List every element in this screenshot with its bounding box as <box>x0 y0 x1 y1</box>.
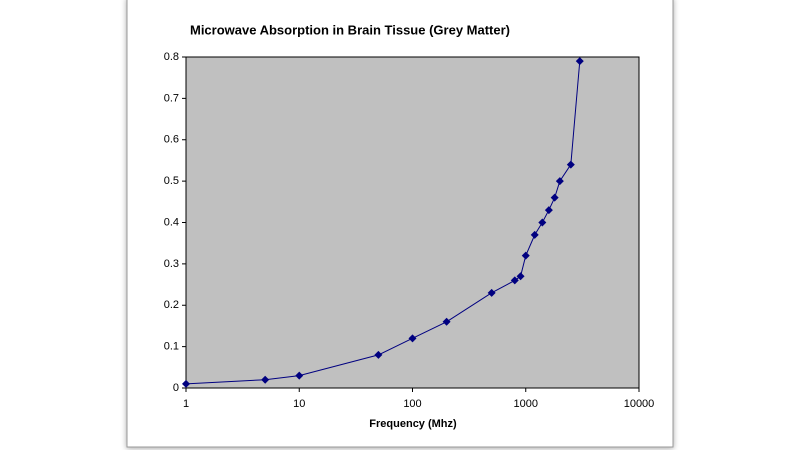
data-point <box>566 160 575 169</box>
data-point <box>374 350 383 359</box>
data-point <box>487 288 496 297</box>
data-point <box>544 206 553 215</box>
y-tick-label: 0.6 <box>164 134 179 146</box>
data-point <box>555 177 564 186</box>
data-point <box>550 193 559 202</box>
x-tick-label: 10 <box>293 398 305 410</box>
y-tick-label: 0.3 <box>164 258 179 270</box>
x-axis-label: Frequency (Mhz) <box>369 418 457 430</box>
data-point <box>408 334 417 343</box>
data-point <box>530 230 539 239</box>
y-tick-label: 0.7 <box>164 92 179 104</box>
y-tick-label: 0 <box>173 382 179 394</box>
x-tick-label: 1000 <box>514 398 538 410</box>
y-tick-label: 0.4 <box>164 216 179 228</box>
x-tick-label: 100 <box>403 398 421 410</box>
y-tick-label: 0.2 <box>164 299 179 311</box>
chart-title: Microwave Absorption in Brain Tissue (Gr… <box>190 22 510 37</box>
data-point <box>510 276 519 285</box>
x-tick-label: 10000 <box>624 398 655 410</box>
data-point <box>538 218 547 227</box>
y-tick-label: 0.1 <box>164 341 179 353</box>
y-tick-label: 0.8 <box>164 51 179 63</box>
data-point <box>182 379 190 388</box>
data-point <box>261 375 270 384</box>
x-tick-label: 1 <box>183 398 189 410</box>
data-point <box>575 57 584 66</box>
y-tick-label: 0.5 <box>164 175 179 187</box>
data-point <box>295 371 304 380</box>
data-point <box>516 272 525 281</box>
data-point <box>521 251 530 260</box>
data-point <box>442 317 451 326</box>
